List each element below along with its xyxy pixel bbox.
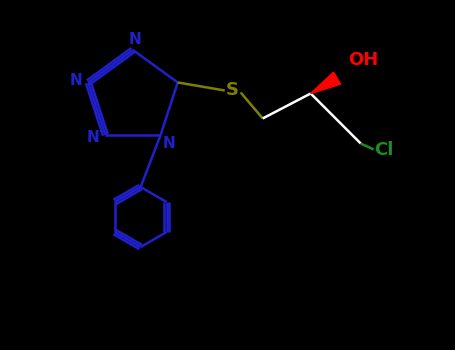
Text: N: N [87,130,100,145]
Text: N: N [70,73,83,88]
Text: S: S [226,82,239,99]
Text: OH: OH [349,51,379,70]
Text: N: N [162,135,175,150]
Polygon shape [311,72,341,93]
Text: Cl: Cl [374,141,394,160]
Text: N: N [129,33,142,48]
